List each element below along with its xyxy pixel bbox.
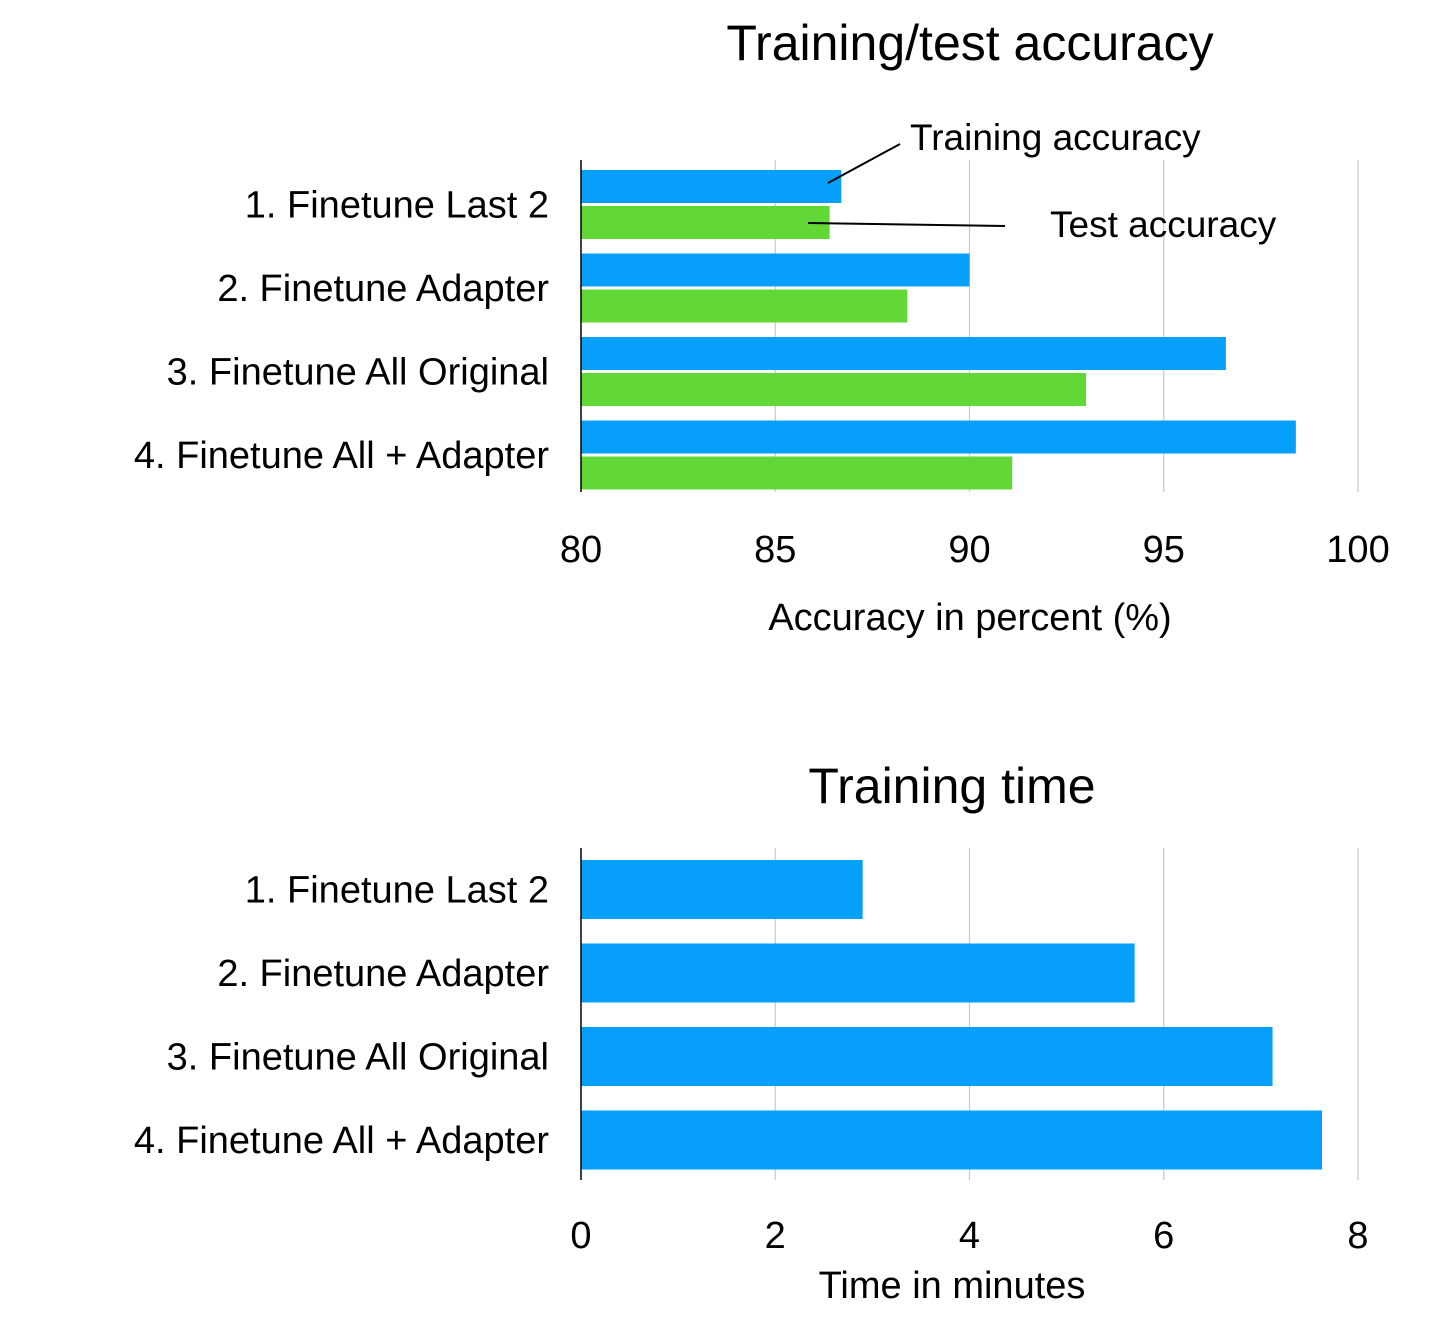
bar-test-3 [581,373,1087,406]
x-tick-label: 0 [570,1215,591,1257]
category-label: 1. Finetune Last 2 [245,870,549,912]
bar-time-3 [581,1027,1273,1086]
bar-training-3 [581,337,1226,370]
x-tick-label: 85 [754,529,796,571]
bar-time-4 [581,1110,1323,1170]
x-axis-label: Accuracy in percent (%) [768,597,1171,639]
x-axis-label: Time in minutes [819,1265,1086,1307]
x-tick-label: 95 [1143,529,1185,571]
category-label: 2. Finetune Adapter [217,268,549,310]
training-accuracy-leader-line [827,143,901,184]
x-tick-label: 8 [1347,1215,1368,1257]
training-time-chart: Training time 1. Finetune Last 2 2. Finetu… [134,758,1369,1307]
x-tick-label: 4 [959,1215,980,1257]
accuracy-chart: Training/test accuracy 1. Finetune Last 2… [134,15,1390,639]
bar-time-1 [581,860,863,919]
category-label: 4. Finetune All + Adapter [134,1120,549,1162]
test-accuracy-annotation: Test accuracy [1050,204,1277,245]
chart-title: Training time [808,758,1095,814]
x-tick-label: 6 [1153,1215,1174,1257]
bar-test-2 [581,289,908,323]
category-label: 2. Finetune Adapter [217,953,549,995]
bar-training-1 [581,170,842,203]
x-tick-label: 80 [560,529,602,571]
x-tick-label: 2 [765,1215,786,1257]
training-accuracy-annotation: Training accuracy [910,117,1201,158]
x-tick-label: 90 [948,529,990,571]
category-label: 3. Finetune All Original [167,352,549,394]
test-accuracy-leader-line [807,222,1006,227]
category-label: 4. Finetune All + Adapter [134,435,549,477]
bar-training-2 [581,253,970,287]
category-label: 3. Finetune All Original [167,1037,549,1079]
chart-title: Training/test accuracy [726,15,1213,71]
x-tick-label: 100 [1326,529,1389,571]
bar-test-1 [581,206,830,239]
bar-test-4 [581,456,1013,490]
bar-time-2 [581,943,1135,1003]
bar-training-4 [581,420,1296,454]
category-label: 1. Finetune Last 2 [245,185,549,227]
